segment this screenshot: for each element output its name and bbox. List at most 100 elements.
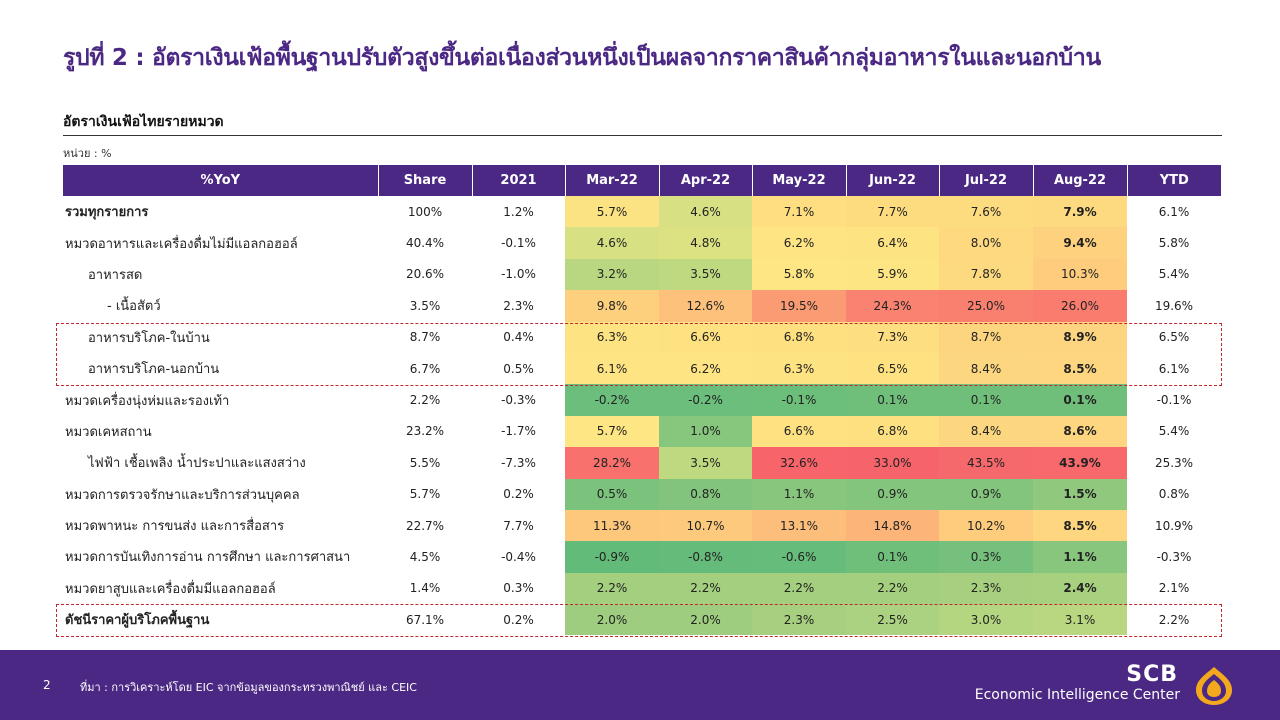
table-cell: 12.6%	[659, 290, 752, 322]
table-cell: 25.0%	[939, 290, 1033, 322]
row-label: ไฟฟ้า เชื้อเพลิง น้ำประปาและแสงสว่าง	[88, 456, 306, 472]
table-cell: 2.2%	[752, 572, 846, 605]
table-cell: 2.3%	[752, 604, 846, 636]
table-cell: -0.6%	[752, 541, 846, 573]
table-cell: 6.5%	[1158, 330, 1190, 345]
table-row: ดัชนีราคาผู้บริโภคพื้นฐาน 67.1% 0.2% 2.0% 2.…	[63, 604, 1221, 636]
table-cell: 5.9%	[846, 258, 939, 291]
table-row: อาหารบริโภค-นอกบ้าน 6.7% 0.5% 6.1% 6.2% 6.3% 6…	[63, 352, 1221, 385]
row-label: อาหารบริโภค-ในบ้าน	[88, 330, 210, 346]
table-cell: 7.1%	[752, 196, 846, 228]
table-cell: -1.0%	[501, 267, 536, 282]
table-cell: 0.9%	[846, 478, 939, 510]
table-cell: 40.4%	[405, 236, 445, 251]
table-cell: 0.4%	[503, 330, 534, 345]
table-cell: 1.5%	[1033, 478, 1127, 510]
table-cell: 4.5%	[409, 549, 441, 564]
table-cell: 10.9%	[1154, 518, 1194, 533]
table-cell: 5.7%	[565, 196, 659, 228]
table-cell: 2.5%	[846, 604, 939, 636]
row-label: หมวดพาหนะ การขนส่ง และการสื่อสาร	[65, 519, 285, 535]
table-cell: -0.2%	[659, 384, 752, 416]
table-cell: 7.7%	[846, 196, 939, 228]
table-row: หมวดเคหสถาน 23.2% -1.7% 5.7% 1.0% 6.6% 6.8% 8.4…	[63, 415, 1221, 448]
table-row: หมวดเครื่องนุ่งห่มและรองเท้า 2.2% -0.3% -0.…	[63, 384, 1221, 416]
table-cell: 2.2%	[409, 393, 441, 408]
table-cell: 10.2%	[939, 509, 1033, 542]
table-cell: 19.5%	[752, 290, 846, 322]
table-cell: 43.9%	[1033, 447, 1127, 479]
table-cell: 0.1%	[846, 384, 939, 416]
table-cell: 0.2%	[503, 487, 534, 502]
table-cell: 7.7%	[503, 518, 534, 533]
table-row: อาหารบริโภค-ในบ้าน 8.7% 0.4% 6.3% 6.6% 6.8% 7.…	[63, 321, 1221, 353]
heading-divider	[63, 135, 1222, 136]
column-header: Jun-22	[846, 165, 940, 196]
row-label: อาหารสด	[88, 267, 143, 283]
table-cell: 8.7%	[939, 321, 1033, 353]
table-cell: 6.1%	[565, 352, 659, 385]
table-cell: 33.0%	[846, 447, 939, 479]
table-cell: 10.3%	[1033, 258, 1127, 291]
table-cell: 5.7%	[565, 415, 659, 448]
inflation-table: %YoY Share 2021 Mar-22 Apr-22 May-22 Jun-22 Jul…	[63, 165, 1221, 636]
table-cell: 3.5%	[659, 258, 752, 291]
table-cell: 6.2%	[659, 352, 752, 385]
table-cell: 0.8%	[659, 478, 752, 510]
row-label: หมวดอาหารและเครื่องดื่มไม่มีแอลกอฮอล์	[65, 236, 298, 252]
table-cell: 0.2%	[503, 612, 534, 627]
brand-name: SCB	[1126, 662, 1178, 687]
row-label: หมวดการตรวจรักษาและบริการส่วนบุคคล	[65, 487, 300, 503]
table-cell: 8.6%	[1033, 415, 1127, 448]
table-cell: 2.3%	[939, 572, 1033, 605]
table-cell: 7.8%	[939, 258, 1033, 291]
table-cell: 23.2%	[405, 424, 445, 439]
table-cell: 43.5%	[939, 447, 1033, 479]
table-row: หมวดอาหารและเครื่องดื่มไม่มีแอลกอฮอล์ 40.…	[63, 227, 1221, 259]
table-row: หมวดการตรวจรักษาและบริการส่วนบุคคล 5.7% 0.…	[63, 478, 1221, 510]
table-cell: 4.8%	[659, 227, 752, 259]
table-cell: 0.1%	[846, 541, 939, 573]
table-cell: 8.5%	[1033, 509, 1127, 542]
table-cell: 3.5%	[409, 298, 441, 313]
footer-bar: 2 ที่มา : การวิเคราะห์โดย EIC จากข้อมูลข…	[0, 650, 1280, 720]
table-cell: 5.8%	[1158, 236, 1190, 251]
table-cell: 7.6%	[939, 196, 1033, 228]
table-row: รวมทุกรายการ 100% 1.2% 5.7% 4.6% 7.1% 7.7% 7.6%…	[63, 196, 1221, 228]
table-row: หมวดพาหนะ การขนส่ง และการสื่อสาร 22.7% 7.7…	[63, 509, 1221, 542]
table-cell: -0.1%	[501, 236, 536, 251]
table-cell: -0.4%	[501, 549, 536, 564]
table-row: หมวดยาสูบและเครื่องดื่มมีแอลกอฮอล์ 1.4% 0.…	[63, 572, 1221, 605]
table-cell: 5.8%	[752, 258, 846, 291]
column-header: %YoY	[63, 165, 379, 196]
table-cell: 9.8%	[565, 290, 659, 322]
table-cell: 2.0%	[659, 604, 752, 636]
table-cell: 6.1%	[1158, 361, 1190, 376]
source-note: ที่มา : การวิเคราะห์โดย EIC จากข้อมูลของ…	[80, 681, 417, 694]
table-cell: 26.0%	[1033, 290, 1127, 322]
table-cell: 0.1%	[939, 384, 1033, 416]
table-cell: 6.2%	[752, 227, 846, 259]
column-header: Aug-22	[1033, 165, 1128, 196]
column-header: 2021	[472, 165, 566, 196]
table-cell: 11.3%	[565, 509, 659, 542]
table-cell: 9.4%	[1033, 227, 1127, 259]
table-cell: -1.7%	[501, 424, 536, 439]
table-cell: 2.2%	[565, 572, 659, 605]
column-header: Share	[378, 165, 473, 196]
column-header: Apr-22	[659, 165, 753, 196]
table-cell: 6.8%	[752, 321, 846, 353]
table-body: รวมทุกรายการ 100% 1.2% 5.7% 4.6% 7.1% 7.7% 7.6%…	[63, 196, 1221, 636]
table-cell: 5.5%	[409, 455, 441, 470]
table-row: หมวดการบันเทิงการอ่าน การศึกษา และการศาส…	[63, 541, 1221, 573]
table-cell: 4.6%	[565, 227, 659, 259]
table-row: - เนื้อสัตว์ 3.5% 2.3% 9.8% 12.6% 19.5% 24.3% 2…	[63, 290, 1221, 322]
table-cell: 0.5%	[565, 478, 659, 510]
row-label: รวมทุกรายการ	[65, 205, 149, 221]
column-header: YTD	[1127, 165, 1221, 196]
column-header: Jul-22	[939, 165, 1034, 196]
table-cell: 3.2%	[565, 258, 659, 291]
column-header: May-22	[752, 165, 847, 196]
table-row: อาหารสด 20.6% -1.0% 3.2% 3.5% 5.8% 5.9% 7.8% 10.…	[63, 258, 1221, 291]
table-cell: 2.2%	[846, 572, 939, 605]
